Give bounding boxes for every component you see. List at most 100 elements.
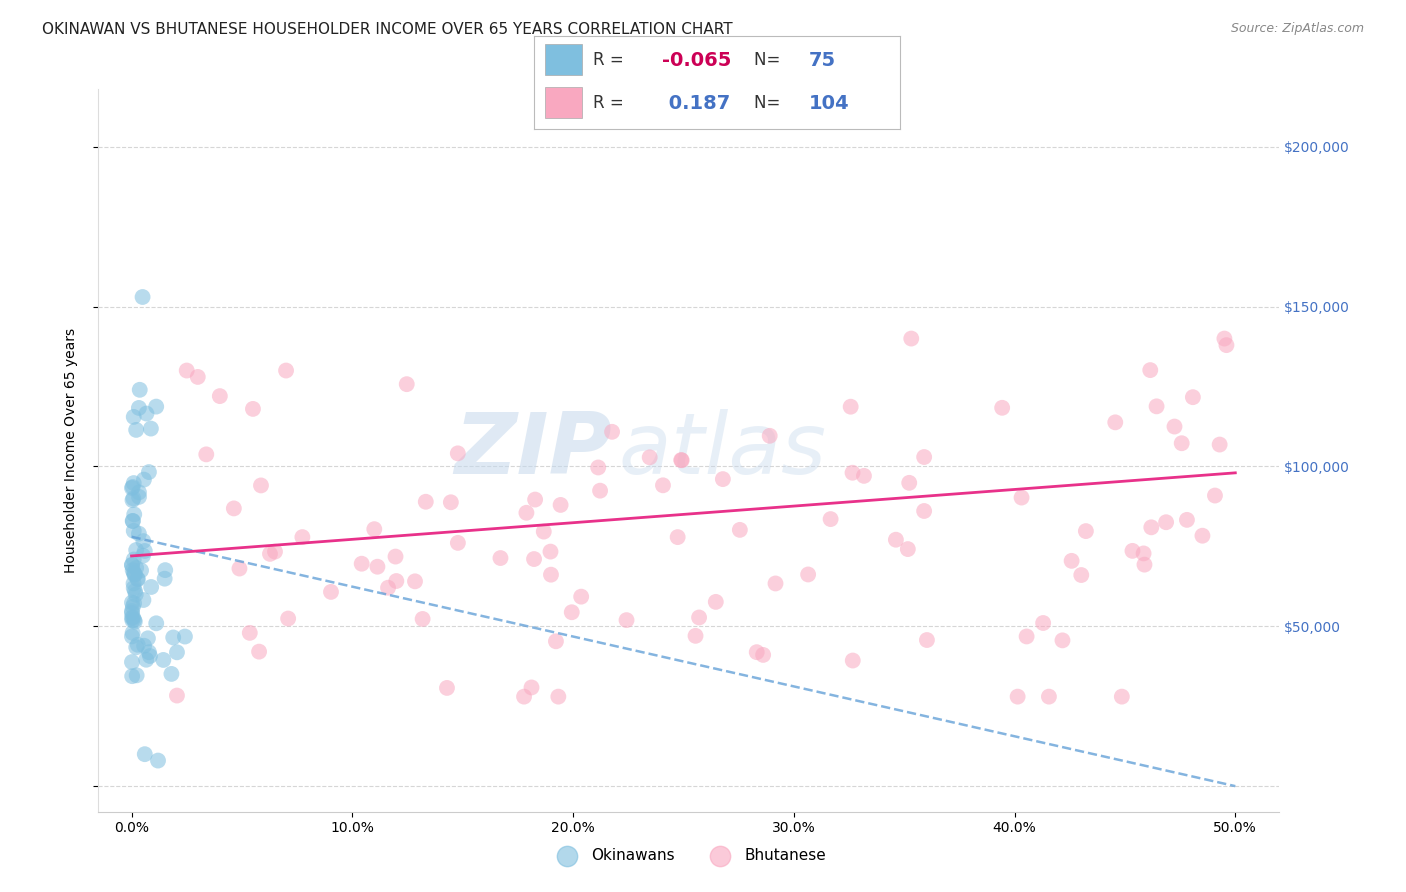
Point — [124, 615, 146, 629]
Point — [153, 572, 176, 586]
Text: OKINAWAN VS BHUTANESE HOUSEHOLDER INCOME OVER 65 YEARS CORRELATION CHART: OKINAWAN VS BHUTANESE HOUSEHOLDER INCOME… — [42, 22, 733, 37]
Y-axis label: Householder Income Over 65 years: Householder Income Over 65 years — [63, 328, 77, 573]
Point — [1181, 390, 1204, 404]
Point — [166, 645, 188, 659]
Point — [121, 655, 143, 669]
Point — [128, 490, 150, 504]
Point — [125, 588, 148, 602]
Point — [533, 524, 555, 539]
Point — [121, 558, 143, 572]
Point — [395, 377, 418, 392]
Point — [638, 450, 661, 465]
Point — [121, 493, 143, 508]
Point — [1191, 529, 1213, 543]
Point — [1208, 437, 1230, 451]
Text: 75: 75 — [808, 51, 835, 70]
Point — [121, 514, 143, 528]
Point — [1204, 489, 1226, 503]
Text: R =: R = — [593, 51, 628, 69]
Point — [489, 551, 512, 566]
Point — [1060, 554, 1083, 568]
Point — [122, 491, 145, 506]
Point — [128, 401, 150, 415]
Point — [121, 613, 143, 627]
Point — [187, 370, 209, 384]
Point — [319, 585, 342, 599]
FancyBboxPatch shape — [546, 87, 582, 118]
Point — [125, 543, 148, 558]
Point — [145, 400, 167, 414]
Point — [121, 480, 143, 494]
Point — [745, 645, 768, 659]
Point — [136, 632, 159, 646]
Point — [121, 606, 143, 620]
Point — [127, 638, 149, 652]
Point — [852, 468, 875, 483]
Point — [122, 524, 145, 538]
Point — [122, 581, 145, 595]
Point — [515, 506, 537, 520]
Point — [228, 561, 250, 575]
Point — [122, 566, 145, 580]
Point — [122, 610, 145, 624]
Point — [121, 481, 143, 495]
Point — [131, 290, 153, 304]
Point — [122, 552, 145, 566]
Point — [132, 534, 155, 549]
Point — [404, 574, 426, 589]
Point — [1074, 524, 1097, 538]
Point — [652, 478, 675, 492]
Point — [688, 610, 710, 624]
Point — [436, 681, 458, 695]
Point — [139, 421, 162, 435]
Text: 0.187: 0.187 — [662, 94, 731, 112]
Point — [797, 567, 820, 582]
Point — [842, 654, 865, 668]
Point — [669, 453, 692, 467]
Point — [124, 567, 146, 582]
Point — [915, 633, 938, 648]
Point — [524, 492, 547, 507]
Point — [1215, 338, 1237, 352]
Point — [520, 681, 543, 695]
Text: N=: N= — [754, 95, 785, 112]
Point — [121, 563, 143, 577]
Point — [513, 690, 536, 704]
Point — [884, 533, 907, 547]
Point — [839, 400, 862, 414]
Point — [124, 567, 146, 582]
Point — [174, 630, 197, 644]
Point — [132, 549, 155, 563]
Point — [897, 542, 920, 557]
Point — [125, 423, 148, 437]
Point — [1154, 515, 1177, 529]
Point — [447, 536, 470, 550]
Text: 104: 104 — [808, 94, 849, 112]
Point — [274, 363, 297, 377]
Text: Source: ZipAtlas.com: Source: ZipAtlas.com — [1230, 22, 1364, 36]
Point — [141, 580, 163, 594]
Point — [841, 466, 863, 480]
Point — [1111, 690, 1133, 704]
Point — [1146, 400, 1168, 414]
Point — [1104, 415, 1126, 429]
Point — [247, 645, 270, 659]
Point — [242, 401, 264, 416]
Point — [752, 648, 775, 662]
Point — [1140, 520, 1163, 534]
Point — [138, 645, 160, 659]
Point — [195, 447, 218, 461]
Point — [121, 669, 143, 683]
Point — [711, 472, 734, 486]
Point — [363, 522, 385, 536]
Point — [1133, 558, 1156, 572]
Point — [1015, 630, 1038, 644]
Point — [666, 530, 689, 544]
Point — [132, 639, 155, 653]
Point — [160, 667, 183, 681]
Point — [685, 629, 707, 643]
Point — [259, 547, 281, 561]
Point — [540, 544, 562, 558]
FancyBboxPatch shape — [546, 44, 582, 75]
Point — [569, 590, 592, 604]
